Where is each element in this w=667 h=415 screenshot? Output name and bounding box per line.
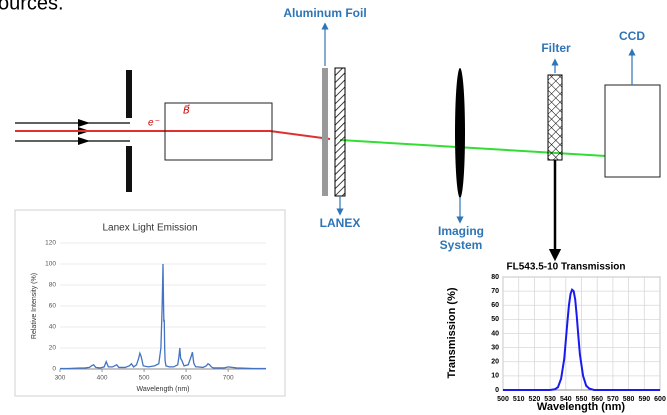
label: System [440,238,483,252]
y-axis-label: Transmission (%) [446,287,458,378]
chart-title: Lanex Light Emission [102,223,197,234]
y-tick-label: 80 [491,274,499,281]
label: Aluminum Foil [283,6,366,20]
electron-beam [15,130,331,140]
y-tick-label: 100 [45,261,56,268]
foil [322,68,328,196]
y-axis-label: Relative Intensity (%) [31,273,38,339]
label: Filter [541,41,571,55]
label: Imaging [438,224,484,238]
magnet [164,102,273,161]
x-tick-label: 600 [654,396,666,403]
ccd [604,84,661,178]
data-line [503,287,660,391]
x-tick-label: 510 [513,396,525,403]
x-tick-label: 580 [623,396,635,403]
x-tick-label: 700 [223,375,234,382]
lanex [334,67,346,197]
label: LANEX [320,216,361,230]
x-tick-label: 500 [139,375,150,382]
x-tick-label: 400 [97,375,108,382]
x-tick-label: 500 [497,396,509,403]
y-tick-label: 50 [491,316,499,323]
data-line [60,263,266,370]
inset-frame [14,209,286,397]
x-axis-label: Wavelength (nm) [136,386,189,393]
y-tick-label: 30 [491,344,499,351]
y-tick-label: 40 [491,330,499,337]
y-tick-label: 80 [49,282,57,289]
aperture [126,146,132,192]
y-tick-label: 40 [49,324,57,331]
y-tick-label: 70 [491,288,499,295]
y-tick-label: 0 [52,366,56,373]
light-beam [339,139,607,157]
lens [455,68,465,198]
x-tick-label: 550 [576,396,588,403]
y-tick-label: 20 [49,345,57,352]
x-tick-label: 520 [529,396,541,403]
field-label: B⃗ [183,104,190,117]
y-tick-label: 60 [491,302,499,309]
aperture [126,70,132,118]
x-tick-label: 530 [544,396,556,403]
x-tick-label: 540 [560,396,572,403]
y-tick-label: 120 [45,240,56,247]
electron-label: e⁻ [148,118,160,129]
y-tick-label: 60 [49,303,57,310]
x-tick-label: 300 [55,375,66,382]
x-tick-label: 570 [607,396,619,403]
filter [547,74,563,161]
y-tick-label: 20 [491,359,499,366]
x-tick-label: 590 [638,396,650,403]
x-tick-label: 600 [181,375,192,382]
x-axis-label: Wavelength (nm) [537,401,626,413]
label: CCD [619,29,645,43]
y-tick-label: 0 [495,387,499,394]
chart-title: FL543.5-10 Transmission [507,262,626,273]
y-tick-label: 10 [491,373,499,380]
header-fragment: ources. [0,0,64,14]
x-tick-label: 560 [591,396,603,403]
